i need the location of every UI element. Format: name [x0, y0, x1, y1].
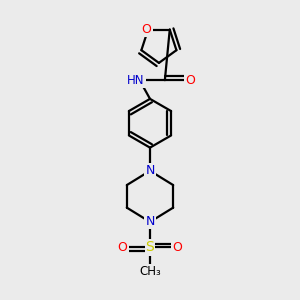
Text: O: O — [172, 241, 182, 254]
Text: S: S — [146, 241, 154, 254]
Text: HN: HN — [127, 74, 145, 87]
Text: N: N — [145, 215, 155, 228]
Text: O: O — [118, 241, 128, 254]
Text: CH₃: CH₃ — [139, 266, 161, 278]
Text: N: N — [145, 164, 155, 177]
Text: O: O — [142, 23, 152, 36]
Text: O: O — [185, 74, 195, 87]
